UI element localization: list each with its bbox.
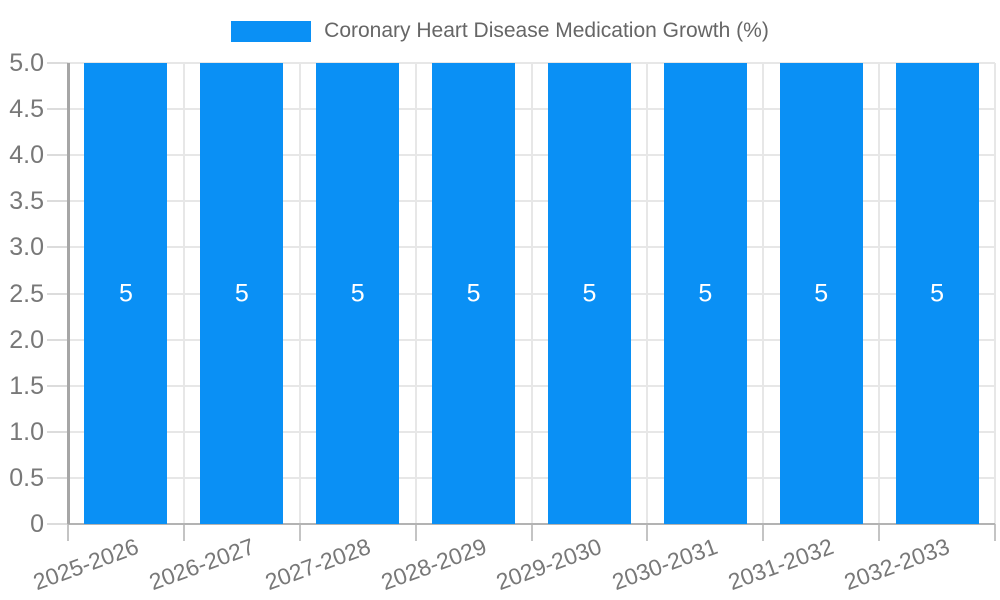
x-axis-tick-label: 2028-2029 xyxy=(377,533,490,596)
bar[interactable]: 5 xyxy=(316,63,400,524)
y-axis-tick-label: 5.0 xyxy=(9,49,44,77)
y-axis-tick-label: 3.5 xyxy=(9,187,44,216)
y-axis-tick-label: 3.0 xyxy=(9,233,44,262)
bar-value-label: 5 xyxy=(698,279,713,307)
x-axis-tick-label: 2026-2027 xyxy=(145,533,258,596)
bar[interactable]: 5 xyxy=(84,63,168,524)
bar[interactable]: 5 xyxy=(432,63,516,524)
bar-value-label: 5 xyxy=(466,279,481,307)
legend-swatch xyxy=(231,20,312,42)
x-axis-tick xyxy=(298,524,301,541)
y-axis-tick-label: 1.0 xyxy=(9,417,44,446)
bar[interactable]: 5 xyxy=(547,63,631,524)
x-axis-tick-label: 2031-2032 xyxy=(724,533,838,596)
legend-item[interactable]: Coronary Heart Disease Medication Growth… xyxy=(0,18,1000,44)
gridline-vertical xyxy=(530,63,533,524)
bar-value-label: 5 xyxy=(350,279,365,307)
gridline-vertical xyxy=(878,63,881,524)
x-axis-tick xyxy=(646,524,649,541)
y-axis-tick-label: 2.0 xyxy=(9,325,44,354)
bar-value-label: 5 xyxy=(814,279,829,307)
y-axis-tick xyxy=(47,62,68,64)
x-axis-tick-label: 2025-2026 xyxy=(29,533,142,596)
bar[interactable]: 5 xyxy=(663,63,747,524)
y-axis-tick xyxy=(47,430,68,433)
bar-value-label: 5 xyxy=(234,279,249,307)
gridline-vertical xyxy=(646,63,649,524)
y-axis-tick-label: 1.5 xyxy=(9,371,44,400)
y-axis-tick-label: 4.0 xyxy=(9,141,44,170)
y-axis-tick xyxy=(47,292,68,295)
bar-value-label: 5 xyxy=(118,279,133,307)
x-axis-tick xyxy=(762,524,765,541)
x-axis-tick xyxy=(994,524,996,541)
bar[interactable]: 5 xyxy=(200,63,284,524)
y-axis-tick xyxy=(47,154,68,157)
x-axis-line xyxy=(68,523,995,525)
x-axis-tick-label: 2030-2031 xyxy=(608,533,722,596)
y-axis-tick xyxy=(47,384,68,387)
bar-value-label: 5 xyxy=(930,279,945,307)
bar[interactable]: 5 xyxy=(779,63,863,524)
x-axis-tick-label: 2032-2033 xyxy=(840,533,953,596)
y-axis-tick xyxy=(47,200,68,203)
x-axis-tick xyxy=(878,524,881,541)
y-axis-tick xyxy=(47,338,68,341)
y-axis-tick-label: 0 xyxy=(30,510,44,538)
x-axis-tick xyxy=(182,524,185,541)
y-axis-tick xyxy=(47,246,68,249)
x-axis-tick xyxy=(67,524,69,541)
y-axis-tick-label: 2.5 xyxy=(9,279,44,308)
x-axis-tick-label: 2029-2030 xyxy=(493,533,606,596)
y-axis-tick xyxy=(47,476,68,479)
y-axis-line xyxy=(66,63,70,524)
bar[interactable]: 5 xyxy=(895,63,979,524)
gridline-vertical xyxy=(182,63,185,524)
gridline-vertical xyxy=(994,63,996,524)
gridline-vertical xyxy=(298,63,301,524)
y-axis-tick xyxy=(47,523,68,525)
gridline-vertical xyxy=(762,63,765,524)
legend-label: Coronary Heart Disease Medication Growth… xyxy=(324,19,769,42)
bar-value-label: 5 xyxy=(582,279,597,307)
x-axis-tick xyxy=(414,524,417,541)
gridline-vertical xyxy=(414,63,417,524)
y-axis-tick xyxy=(47,108,68,111)
y-axis-tick-label: 4.5 xyxy=(9,95,44,124)
x-axis-tick xyxy=(530,524,533,541)
y-axis-tick-label: 0.5 xyxy=(9,463,44,492)
x-axis-tick-label: 2027-2028 xyxy=(261,533,374,596)
